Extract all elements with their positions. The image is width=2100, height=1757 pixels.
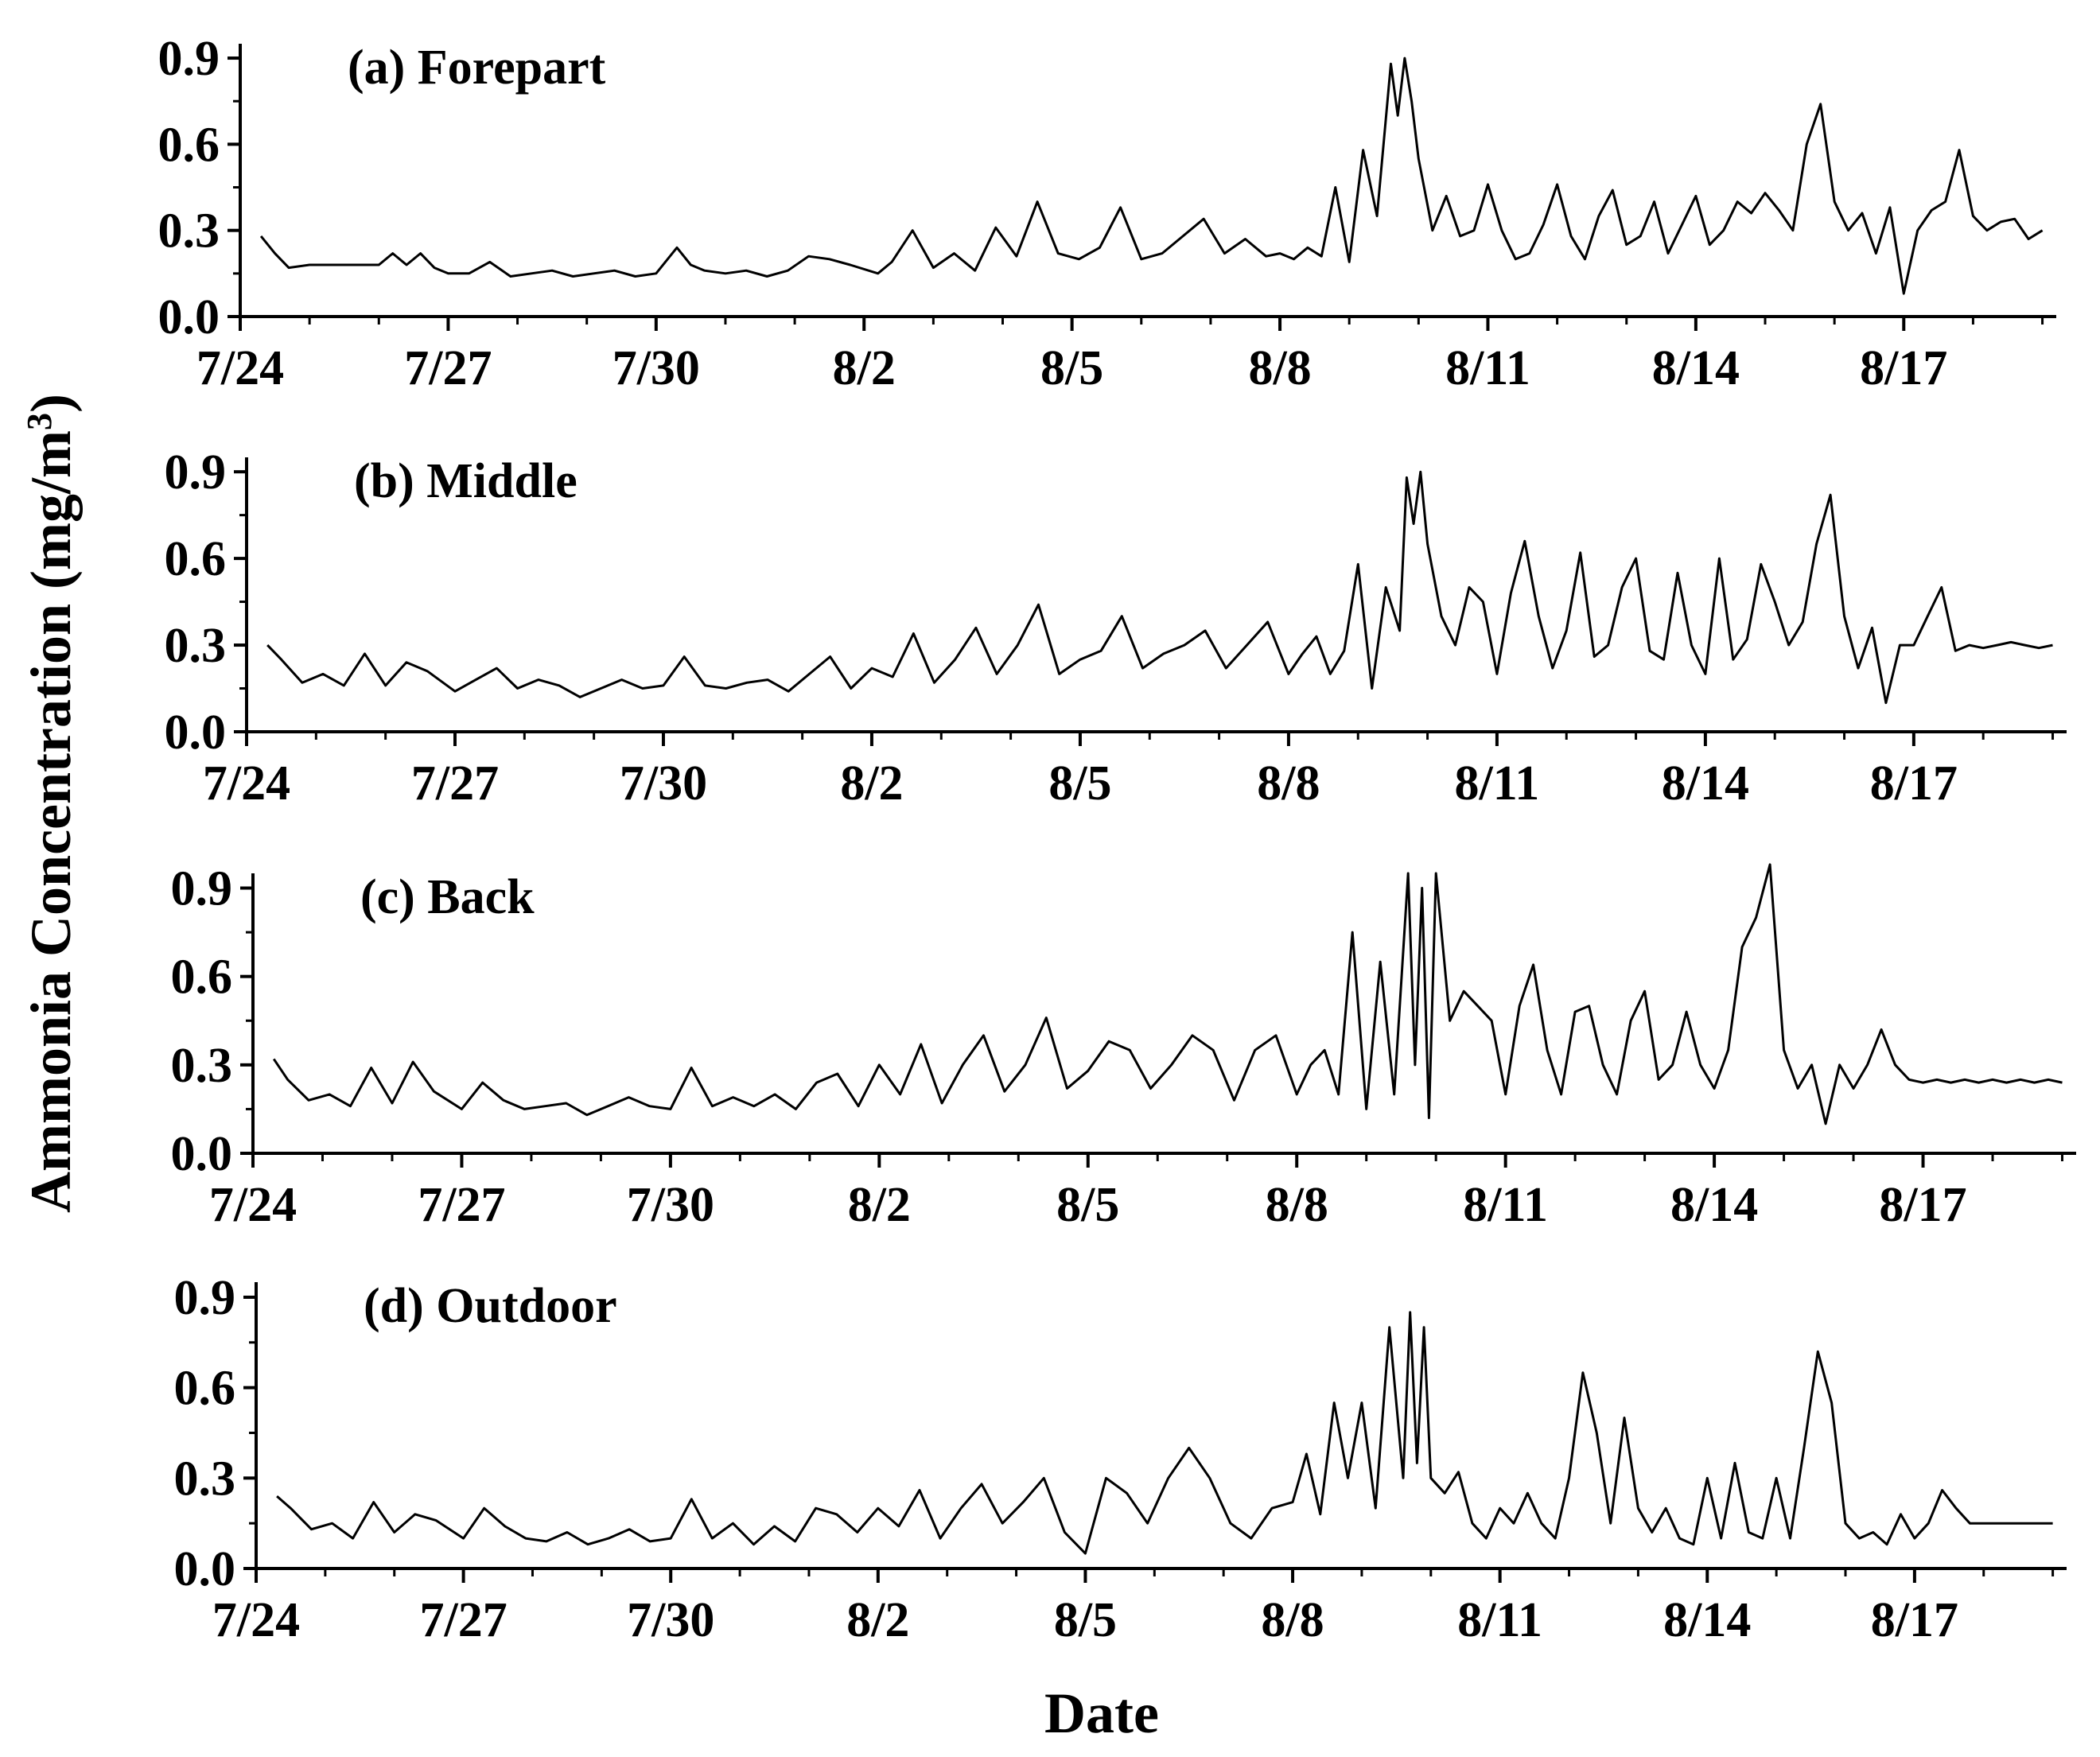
y-tick-label: 0.6	[165, 532, 227, 586]
x-tick-label: 8/14	[1670, 1178, 1758, 1232]
x-tick-label: 8/11	[1445, 341, 1530, 395]
x-tick-label: 7/24	[209, 1178, 297, 1232]
x-tick-label: 7/27	[419, 1593, 507, 1647]
x-tick-label: 8/14	[1663, 1593, 1751, 1647]
x-tick-label: 8/11	[1457, 1593, 1542, 1647]
y-tick-label: 0.9	[158, 32, 220, 86]
x-tick-label: 7/27	[404, 341, 492, 395]
x-tick-label: 7/24	[203, 756, 290, 810]
x-tick-label: 8/14	[1662, 756, 1749, 810]
chart-panels: 0.0 0.3 0.6 0.9 7/24 7/27 7/30 8/2 8/5 8/8 8/11 8/1…	[158, 32, 2076, 1647]
x-tick-label: 8/8	[1266, 1178, 1328, 1232]
series-line-outdoor	[276, 1311, 2053, 1555]
y-axis-label: Ammonia Concentration (mg/m3)	[19, 394, 83, 1213]
y-tick-label: 0.9	[171, 862, 233, 916]
x-tick-label: 8/8	[1261, 1593, 1324, 1647]
x-tick-label: 8/8	[1257, 756, 1320, 810]
panel-2: 0.0 0.3 0.6 0.9 7/24 7/27 7/30 8/2 8/5 8/8 8/11 8/1…	[165, 445, 2067, 810]
y-tick-label: 0.0	[158, 290, 220, 344]
x-tick-label: 8/17	[1870, 756, 1958, 810]
y-tick-label: 0.3	[165, 619, 227, 673]
y-tick-label: 0.9	[174, 1271, 236, 1325]
x-tick-label: 8/17	[1871, 1593, 1958, 1647]
y-tick-label: 0.0	[171, 1127, 233, 1181]
x-tick-label: 8/2	[833, 341, 896, 395]
y-tick-label: 0.0	[174, 1542, 236, 1596]
x-tick-label: 8/8	[1248, 341, 1311, 395]
series-line-back	[272, 863, 2063, 1125]
panel-title: (c) Back	[360, 870, 535, 924]
x-tick-label: 8/14	[1652, 341, 1740, 395]
x-tick-label: 7/27	[418, 1178, 505, 1232]
x-tick-label: 8/2	[848, 1178, 911, 1232]
x-tick-label: 7/30	[612, 341, 700, 395]
panel-3: 0.0 0.3 0.6 0.9 7/24 7/27 7/30 8/2 8/5 8/8 8/11 8/1…	[171, 862, 2076, 1232]
x-tick-label: 8/5	[1054, 1593, 1117, 1647]
y-tick-label: 0.3	[171, 1039, 233, 1093]
x-tick-label: 7/30	[627, 1178, 714, 1232]
y-tick-label: 0.6	[174, 1362, 236, 1416]
x-tick-label: 8/17	[1879, 1178, 1966, 1232]
panel-4: 0.0 0.3 0.6 0.9 7/24 7/27 7/30 8/2 8/5 8/8 8/11 8/1…	[174, 1271, 2067, 1647]
panel-title: (a) Forepart	[348, 41, 606, 95]
y-tick-label: 0.6	[158, 118, 220, 172]
x-tick-label: 8/2	[840, 756, 903, 810]
series-line-middle	[266, 470, 2053, 705]
x-tick-label: 8/11	[1455, 756, 1540, 810]
x-tick-label: 8/5	[1048, 756, 1111, 810]
x-tick-label: 8/11	[1463, 1178, 1548, 1232]
x-axis-label: Date	[1044, 1681, 1159, 1745]
y-tick-label: 0.6	[171, 950, 233, 1005]
x-tick-label: 7/24	[196, 341, 284, 395]
x-tick-label: 8/5	[1040, 341, 1103, 395]
y-tick-label: 0.3	[174, 1452, 236, 1506]
x-tick-label: 8/5	[1056, 1178, 1119, 1232]
y-tick-label: 0.3	[158, 204, 220, 258]
series-line-forepart	[259, 56, 2044, 295]
panel-title: (b) Middle	[354, 454, 578, 508]
x-tick-label: 7/27	[411, 756, 499, 810]
panel-title: (d) Outdoor	[364, 1279, 617, 1333]
x-tick-label: 7/24	[212, 1593, 300, 1647]
y-tick-label: 0.0	[165, 706, 227, 760]
x-tick-label: 7/30	[627, 1593, 714, 1647]
panel-1: 0.0 0.3 0.6 0.9 7/24 7/27 7/30 8/2 8/5 8/8 8/11 8/1…	[158, 32, 2056, 395]
x-tick-label: 8/17	[1860, 341, 1947, 395]
x-tick-label: 8/2	[846, 1593, 909, 1647]
x-tick-label: 7/30	[620, 756, 707, 810]
y-tick-label: 0.9	[165, 445, 227, 500]
